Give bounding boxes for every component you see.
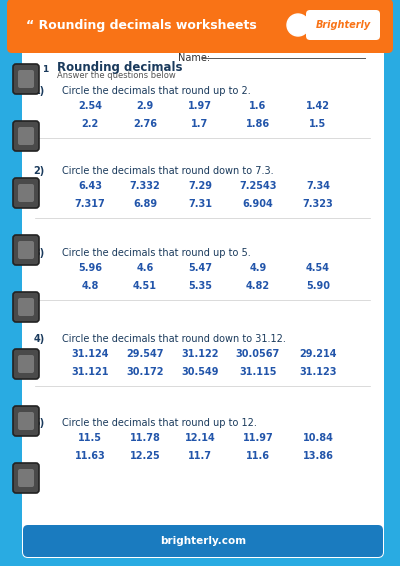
- Text: 13.86: 13.86: [302, 451, 334, 461]
- Text: 7.34: 7.34: [306, 181, 330, 191]
- FancyBboxPatch shape: [18, 184, 34, 202]
- Text: 31.121: 31.121: [71, 367, 109, 377]
- Text: 30.0567: 30.0567: [236, 349, 280, 359]
- Text: 4.51: 4.51: [133, 281, 157, 291]
- Text: 3): 3): [34, 248, 45, 258]
- Text: Circle the decimals that round up to 12.: Circle the decimals that round up to 12.: [62, 418, 257, 428]
- Text: 1.86: 1.86: [246, 119, 270, 129]
- Text: 6.43: 6.43: [78, 181, 102, 191]
- Text: 11.63: 11.63: [75, 451, 105, 461]
- Text: Brighterly: Brighterly: [315, 20, 371, 30]
- Text: 1.6: 1.6: [249, 101, 267, 111]
- Circle shape: [287, 14, 309, 36]
- FancyBboxPatch shape: [18, 298, 34, 316]
- Text: 2): 2): [34, 166, 45, 176]
- Text: 29.547: 29.547: [126, 349, 164, 359]
- FancyBboxPatch shape: [18, 412, 34, 430]
- Text: 29.214: 29.214: [299, 349, 337, 359]
- FancyBboxPatch shape: [34, 60, 370, 78]
- Text: 4.9: 4.9: [249, 263, 267, 273]
- Text: 11.78: 11.78: [130, 433, 160, 443]
- Text: 11.5: 11.5: [78, 433, 102, 443]
- Text: 2.54: 2.54: [78, 101, 102, 111]
- Text: Circle the decimals that round up to 2.: Circle the decimals that round up to 2.: [62, 86, 251, 96]
- Text: 31.122: 31.122: [181, 349, 219, 359]
- Text: 30.172: 30.172: [126, 367, 164, 377]
- Text: 7.31: 7.31: [188, 199, 212, 209]
- FancyBboxPatch shape: [13, 64, 39, 94]
- FancyBboxPatch shape: [28, 530, 378, 552]
- Text: 10.84: 10.84: [302, 433, 334, 443]
- Text: 4.6: 4.6: [136, 263, 154, 273]
- FancyBboxPatch shape: [18, 241, 34, 259]
- Text: 1): 1): [34, 86, 45, 96]
- FancyBboxPatch shape: [13, 463, 39, 493]
- Text: 6.89: 6.89: [133, 199, 157, 209]
- Text: 7.323: 7.323: [303, 199, 333, 209]
- FancyBboxPatch shape: [22, 46, 384, 558]
- Text: Circle the decimals that round down to 7.3.: Circle the decimals that round down to 7…: [62, 166, 274, 176]
- Text: 30.549: 30.549: [181, 367, 219, 377]
- Text: 12.14: 12.14: [185, 433, 215, 443]
- Text: 1.7: 1.7: [191, 119, 209, 129]
- Text: 6.904: 6.904: [243, 199, 273, 209]
- FancyBboxPatch shape: [306, 10, 380, 40]
- FancyBboxPatch shape: [7, 0, 393, 53]
- Text: 1: 1: [42, 65, 48, 74]
- Text: 31.123: 31.123: [299, 367, 337, 377]
- Text: 31.115: 31.115: [239, 367, 277, 377]
- Text: 7.2543: 7.2543: [239, 181, 277, 191]
- Text: 2.9: 2.9: [136, 101, 154, 111]
- Text: 1.97: 1.97: [188, 101, 212, 111]
- Text: 11.6: 11.6: [246, 451, 270, 461]
- Text: Circle the decimals that round down to 31.12.: Circle the decimals that round down to 3…: [62, 334, 286, 344]
- Text: 7.29: 7.29: [188, 181, 212, 191]
- Text: Answer the questions below: Answer the questions below: [57, 71, 176, 80]
- Text: 7.332: 7.332: [130, 181, 160, 191]
- FancyBboxPatch shape: [18, 355, 34, 373]
- FancyBboxPatch shape: [23, 525, 383, 557]
- Text: 5.96: 5.96: [78, 263, 102, 273]
- Text: 5.47: 5.47: [188, 263, 212, 273]
- Text: brighterly.com: brighterly.com: [160, 536, 246, 546]
- FancyBboxPatch shape: [13, 235, 39, 265]
- Text: 2.2: 2.2: [81, 119, 99, 129]
- FancyBboxPatch shape: [18, 70, 34, 88]
- Text: 7.317: 7.317: [75, 199, 105, 209]
- Text: Name:: Name:: [178, 53, 210, 63]
- Text: “ Rounding decimals worksheets: “ Rounding decimals worksheets: [26, 19, 257, 32]
- FancyBboxPatch shape: [13, 292, 39, 322]
- FancyBboxPatch shape: [13, 349, 39, 379]
- Text: 11.7: 11.7: [188, 451, 212, 461]
- Text: 5.90: 5.90: [306, 281, 330, 291]
- Text: 2.76: 2.76: [133, 119, 157, 129]
- Text: 31.124: 31.124: [71, 349, 109, 359]
- FancyBboxPatch shape: [13, 406, 39, 436]
- Text: 4.8: 4.8: [81, 281, 99, 291]
- Text: 1.5: 1.5: [309, 119, 327, 129]
- Text: 5): 5): [34, 418, 45, 428]
- Text: Circle the decimals that round up to 5.: Circle the decimals that round up to 5.: [62, 248, 251, 258]
- Text: 4.54: 4.54: [306, 263, 330, 273]
- Text: 1.42: 1.42: [306, 101, 330, 111]
- Text: 11.97: 11.97: [243, 433, 273, 443]
- Text: 4.82: 4.82: [246, 281, 270, 291]
- Text: 12.25: 12.25: [130, 451, 160, 461]
- Text: Rounding decimals: Rounding decimals: [57, 61, 182, 74]
- FancyBboxPatch shape: [13, 178, 39, 208]
- FancyBboxPatch shape: [18, 127, 34, 145]
- Text: 5.35: 5.35: [188, 281, 212, 291]
- Text: 4): 4): [34, 334, 45, 344]
- FancyBboxPatch shape: [13, 121, 39, 151]
- FancyBboxPatch shape: [18, 469, 34, 487]
